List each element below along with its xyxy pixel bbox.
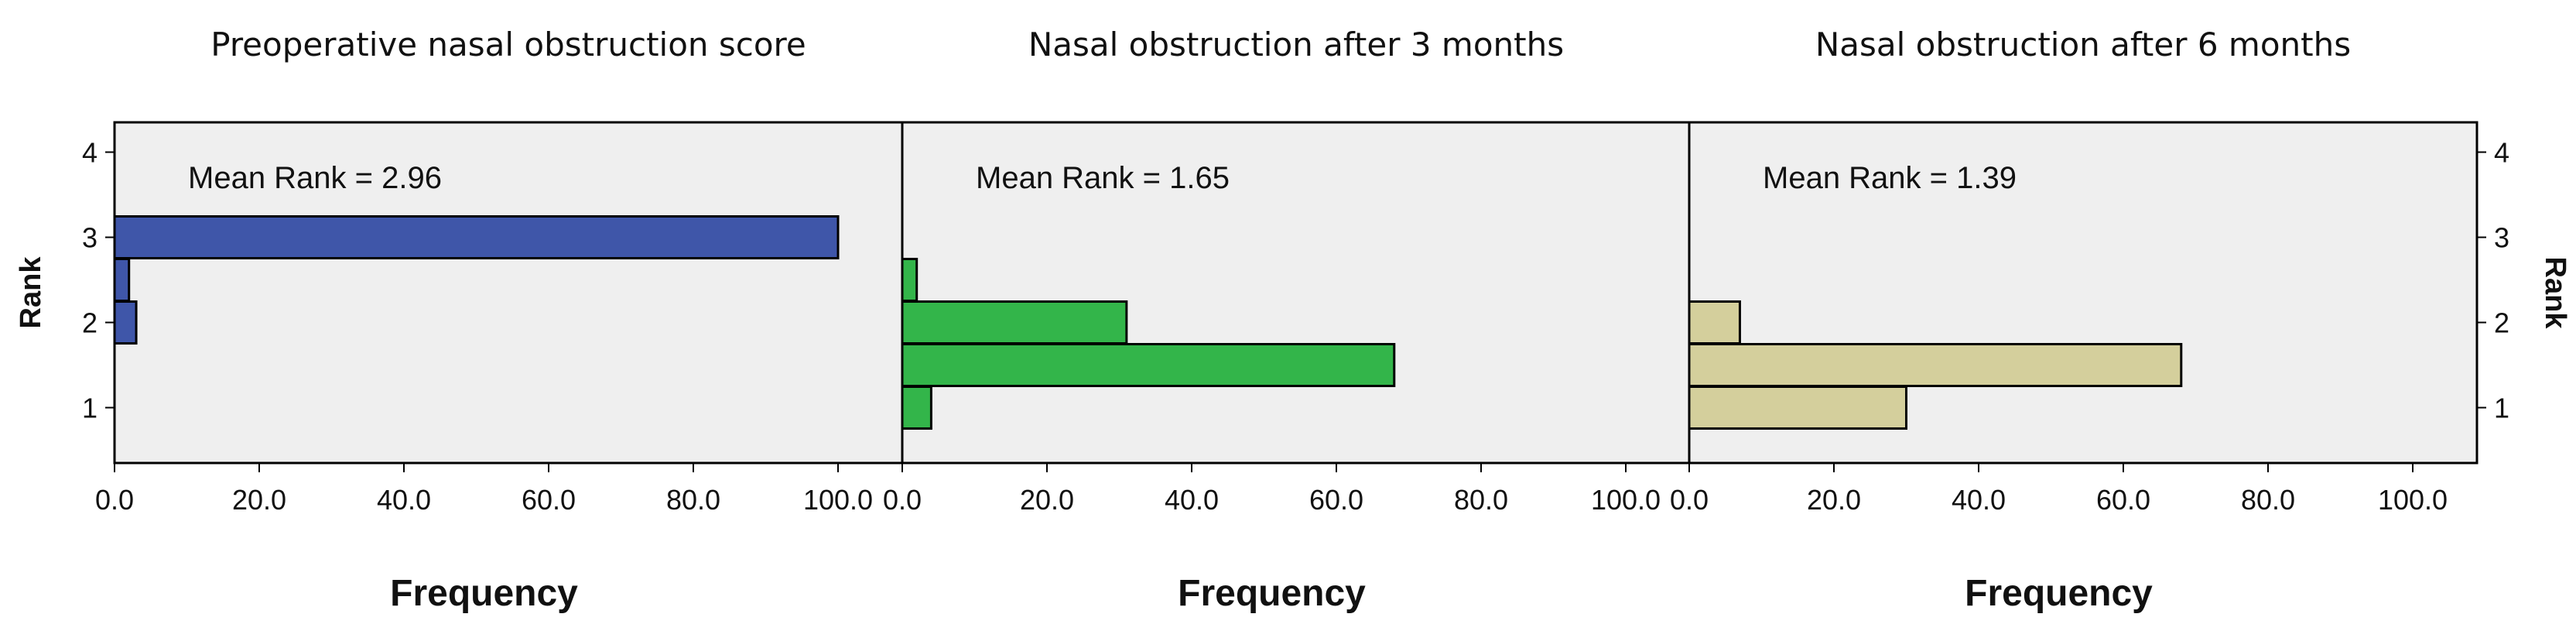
bar-panel1-3 [113,300,138,345]
x-tick-label-panel1-2: 20.0 [232,484,286,516]
plot-background-1 [115,122,902,463]
bar-panel2-4 [901,386,932,430]
y-tick-label-right-1: 1 [2494,393,2509,424]
y-tick-label-left-2: 2 [82,307,97,339]
mean-rank-label-3: Mean Rank = 1.39 [1763,161,2017,195]
y-tick-label-left-4: 4 [82,137,97,169]
y-tick-label-left-3: 3 [82,222,97,254]
x-axis-title-1: Frequency [390,573,578,614]
bar-panel2-1 [901,258,919,302]
mean-rank-label-2: Mean Rank = 1.65 [976,161,1230,195]
x-tick-label-panel1-5: 80.0 [666,484,720,516]
y-tick-label-right-4: 4 [2494,137,2509,169]
x-tick-label-panel1-3: 40.0 [377,484,431,516]
bar-panel3-1 [1688,300,1741,345]
x-tick-label-panel1-4: 60.0 [522,484,576,516]
x-axis-title-2: Frequency [1178,573,1366,614]
y-axis-title-left: Rank [15,256,47,329]
y-tick-label-right-3: 3 [2494,222,2509,254]
mean-rank-label-1: Mean Rank = 2.96 [188,161,442,195]
x-tick-label-panel3-4: 60.0 [2096,484,2150,516]
x-tick-label-panel1-6: 100.0 [803,484,873,516]
x-tick-label-panel3-5: 80.0 [2241,484,2295,516]
x-tick-label-panel2-3: 40.0 [1165,484,1219,516]
x-tick-label-panel2-6: 100.0 [1591,484,1661,516]
x-tick-label-panel2-4: 60.0 [1309,484,1363,516]
bar-panel2-3 [901,343,1396,387]
bar-panel2-2 [901,300,1128,345]
x-tick-label-panel2-1: 0.0 [883,484,922,516]
panel-title-3: Nasal obstruction after 6 months [1815,26,2351,63]
plot-frame [113,121,2479,465]
y-tick-label-right-2: 2 [2494,307,2509,339]
x-tick-label-panel3-6: 100.0 [2378,484,2448,516]
x-tick-label-panel3-2: 20.0 [1807,484,1861,516]
bar-panel1-2 [113,258,131,302]
x-tick-label-panel2-5: 80.0 [1454,484,1508,516]
x-axis-title-3: Frequency [1965,573,2153,614]
panel-title-2: Nasal obstruction after 3 months [1028,26,1564,63]
x-tick-label-panel3-1: 0.0 [1670,484,1709,516]
x-tick-label-panel3-3: 40.0 [1952,484,2006,516]
bar-panel1-1 [113,215,840,259]
x-tick-label-panel2-2: 20.0 [1020,484,1074,516]
bar-panel3-2 [1688,343,2183,387]
plot-background-2 [902,122,1690,463]
x-tick-label-panel1-1: 0.0 [95,484,134,516]
y-tick-label-left-1: 1 [82,393,97,424]
y-axis-title-right: Rank [2539,257,2571,330]
bar-panel3-3 [1688,386,1907,430]
panel-title-1: Preoperative nasal obstruction score [210,26,806,63]
